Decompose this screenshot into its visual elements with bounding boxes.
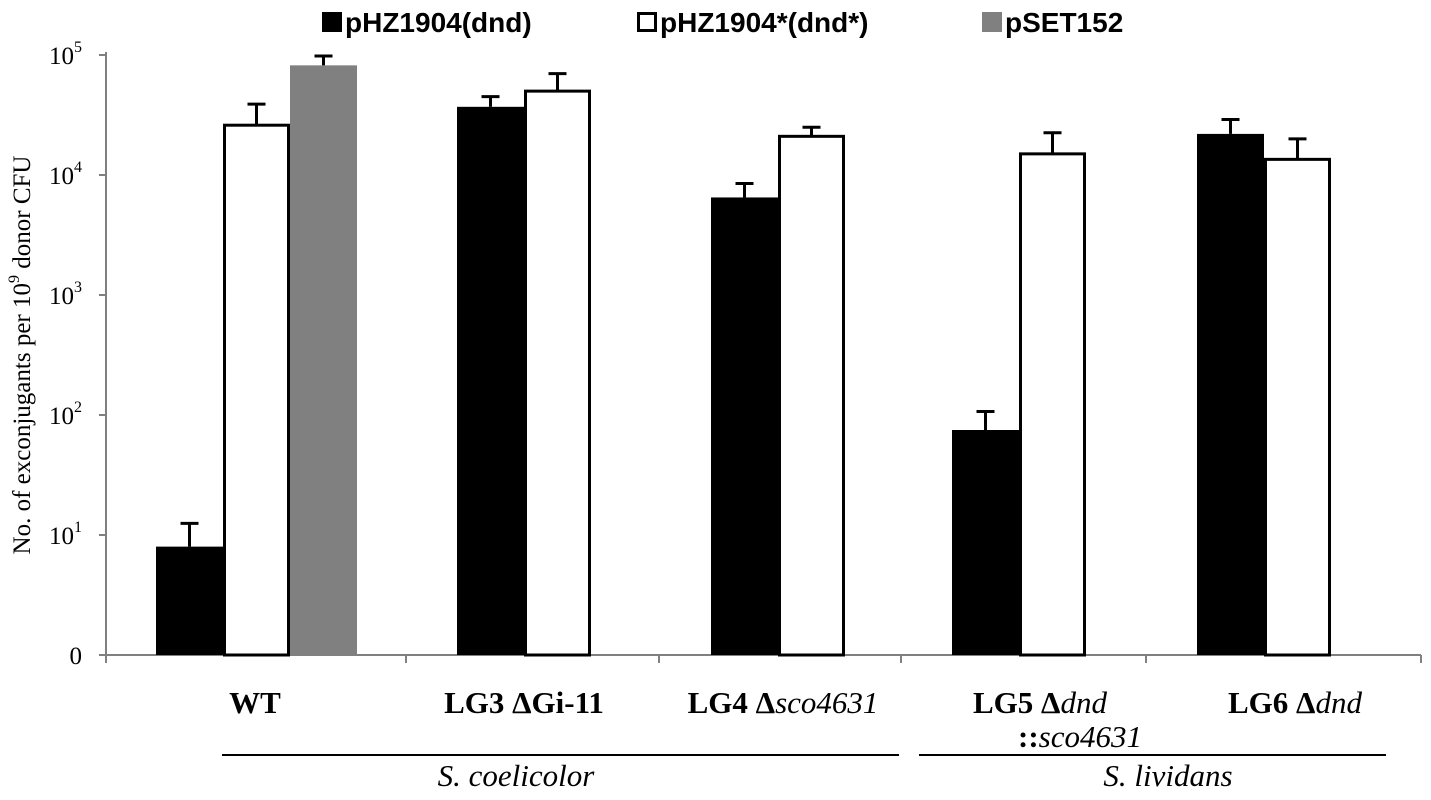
legend-label: pSET152 <box>1005 7 1123 38</box>
bar <box>778 134 845 657</box>
category-label: LG3 ΔGi-11 <box>444 685 604 720</box>
bar <box>1197 133 1264 655</box>
category-label: WT <box>229 685 281 720</box>
legend-label: pHZ1904*(dnd*) <box>660 7 868 38</box>
legend-label: pHZ1904(dnd) <box>345 7 532 38</box>
bar <box>223 123 290 657</box>
legend-swatch <box>637 12 657 32</box>
legend-swatch <box>982 12 1002 32</box>
bar <box>290 65 357 655</box>
legend-swatch <box>322 12 342 32</box>
bar <box>457 106 524 655</box>
bar <box>952 429 1019 655</box>
bar <box>524 89 591 657</box>
bar <box>1264 157 1331 657</box>
y-tick-label: 103 <box>49 279 82 310</box>
category-label: LG5 Δdnd <box>973 685 1107 720</box>
category-label-line2: ::sco4631 <box>1018 719 1142 754</box>
category-label: LG4 Δsco4631 <box>688 685 879 720</box>
y-tick-label: 102 <box>49 399 82 430</box>
bar <box>711 197 778 656</box>
group-label: S. coelicolor <box>438 758 596 793</box>
y-tick-label: 104 <box>49 159 82 190</box>
y-tick-label: 0 <box>70 643 83 670</box>
y-tick-label: 101 <box>49 519 82 550</box>
y-axis-label: No. of exconjugants per 109 donor CFU <box>6 156 36 555</box>
group-label: S. lividans <box>1103 758 1232 793</box>
bar <box>1019 152 1086 657</box>
y-tick-label: 105 <box>49 39 82 70</box>
bar <box>156 546 223 655</box>
category-label: LG6 Δdnd <box>1228 685 1362 720</box>
